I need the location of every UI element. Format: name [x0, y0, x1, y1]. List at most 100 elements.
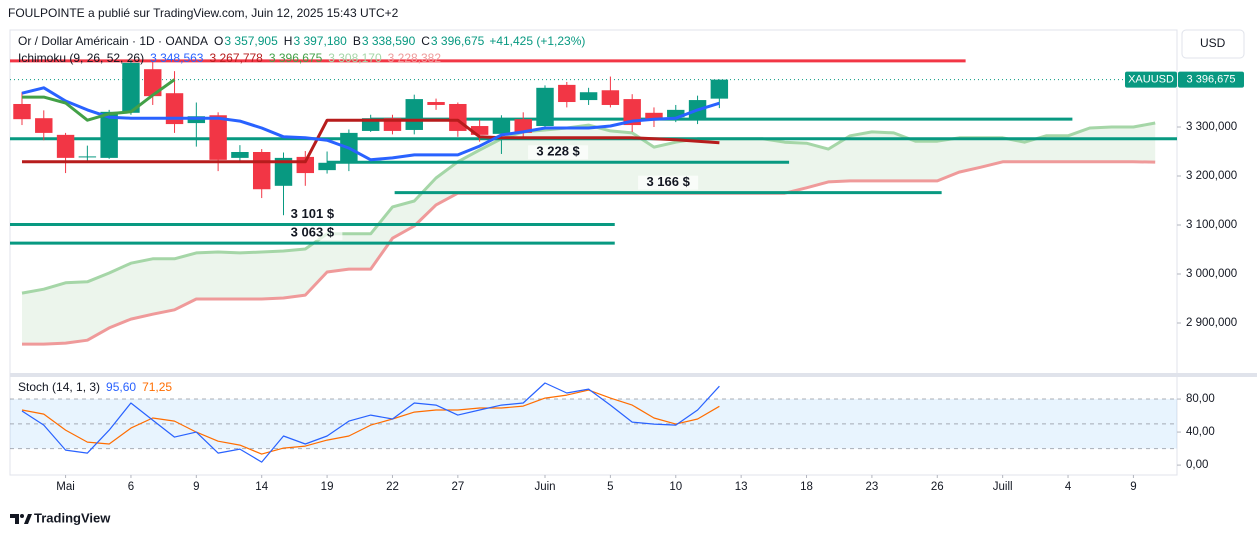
legend-item: O [214, 34, 223, 48]
stoch-line [21, 382, 720, 463]
candle-body [405, 99, 423, 130]
candle-body [427, 102, 445, 105]
candle-body [601, 90, 620, 105]
level-label: 3 228 $ [536, 144, 580, 159]
legend-item: Stoch (14, 1, 3) [18, 380, 100, 394]
indicator-legend: Ichimoku (9, 26, 52, 26) 3 348,563 3 267,7… [18, 51, 441, 65]
candle-body [514, 119, 532, 133]
level-label: 3 166 $ [646, 174, 690, 189]
currency-button[interactable] [1181, 29, 1245, 59]
x-tick-label: Mai [56, 481, 75, 493]
legend-item: 3 228,382 [388, 51, 442, 65]
legend-item: 3 396,675 [269, 51, 323, 65]
stoch-band [10, 399, 1177, 449]
candle-body [56, 134, 75, 158]
x-tick-label: 23 [866, 481, 879, 493]
price-pane: 3 228 $ 3 166 $ 3 101 $ 3 063 $ [10, 59, 1177, 346]
x-tick-label: 6 [128, 481, 134, 493]
price-tag-label: 3 396,675 [1187, 74, 1236, 86]
candle-body [165, 93, 184, 125]
x-tick-label: 19 [321, 481, 334, 493]
x-tick-label: 26 [931, 481, 944, 493]
candle-body [144, 69, 162, 97]
candle-body [558, 84, 576, 103]
axes: 2 900,000 3 000,000 3 100,000 3 200,000 3 30… [56, 121, 1237, 493]
symbol-legend: Or / Dollar Américain · 1D · OANDA O3 357… [18, 34, 585, 48]
x-tick-label: Juin [534, 481, 555, 493]
x-tick-label: 5 [607, 481, 613, 493]
candle-body [667, 109, 685, 118]
y-tick-label: 3 200,000 [1186, 170, 1237, 182]
legend-item: +41,425 (+1,23%) [489, 34, 585, 48]
stoch-pane [10, 382, 1177, 463]
legend-item: 3 267,778 [209, 51, 263, 65]
candle-body [470, 126, 489, 135]
x-tick-label: 13 [735, 481, 748, 493]
y-tick-label: 3 300,000 [1186, 121, 1237, 133]
x-tick-label: 18 [800, 481, 813, 493]
symbol-tag-label: XAUUSD [1128, 74, 1174, 86]
x-tick-label: 4 [1065, 481, 1072, 493]
level-label-bg [282, 207, 343, 222]
y-tick-label: 0,00 [1186, 459, 1208, 471]
brand-name: TradingView [34, 510, 111, 525]
x-tick-label: 9 [1130, 481, 1136, 493]
symbol-tag [1125, 71, 1177, 88]
candle-body [100, 111, 118, 158]
y-tick-label: 40,00 [1186, 426, 1215, 438]
candle-body [122, 62, 140, 113]
y-tick-label: 2 900,000 [1186, 317, 1237, 329]
candle-body [209, 115, 227, 160]
legend-item: H [284, 34, 293, 48]
y-tick-label: 80,00 [1186, 393, 1215, 405]
x-tick-label: 14 [255, 481, 268, 493]
candle-body [579, 92, 598, 101]
level-label: 3 063 $ [291, 225, 335, 240]
level-label: 3 101 $ [291, 206, 335, 221]
x-tick-label: 22 [386, 481, 399, 493]
stoch-legend: Stoch (14, 1, 3) 95,60 71,25 [18, 380, 172, 394]
currency-label: USD [1200, 36, 1226, 50]
candle-body [231, 152, 249, 158]
level-label-bg [282, 226, 343, 241]
legend-item: 3 348,563 [150, 51, 204, 65]
legend-item: 3 397,180 [293, 34, 347, 48]
level-label-bg [528, 145, 589, 160]
x-tick-label: Juill [993, 481, 1013, 493]
legend-item: 3 308,170 [328, 51, 382, 65]
candle-body [710, 79, 729, 99]
y-tick-label: 3 100,000 [1186, 219, 1237, 231]
logo-slash [24, 514, 32, 524]
candle-body [252, 152, 271, 190]
legend-item: 95,60 [106, 380, 136, 394]
price-tag [1178, 71, 1244, 88]
ichimoku-line [22, 118, 720, 164]
candle-body [318, 162, 336, 171]
y-tick-label: 3 000,000 [1186, 268, 1237, 280]
ichimoku-line [22, 78, 176, 122]
candle-body [449, 103, 467, 131]
candle-body [274, 157, 293, 186]
legend-item: 3 357,905 [224, 34, 278, 48]
x-tick-label: 9 [193, 481, 199, 493]
candle-body [492, 119, 511, 134]
legend-item: 3 396,675 [431, 34, 485, 48]
publish-header: FOULPOINTE a publié sur TradingView.com,… [8, 6, 399, 20]
legend-item: Or / Dollar Américain · 1D · OANDA [18, 34, 208, 48]
x-tick-label: 10 [669, 481, 682, 493]
candle-body [78, 156, 97, 158]
candle-body [645, 112, 663, 121]
candle-body [536, 87, 554, 127]
legend-item: Ichimoku (9, 26, 52, 26) [18, 51, 144, 65]
level-label-bg [638, 175, 699, 190]
legend-item: 71,25 [142, 380, 172, 394]
x-tick-label: 27 [451, 481, 464, 493]
legend-item: B [353, 34, 361, 48]
cloud-fill [21, 123, 1156, 345]
legend-item: 3 338,590 [362, 34, 416, 48]
brand-logo: TradingView [10, 510, 111, 525]
legend-item: C [421, 34, 430, 48]
